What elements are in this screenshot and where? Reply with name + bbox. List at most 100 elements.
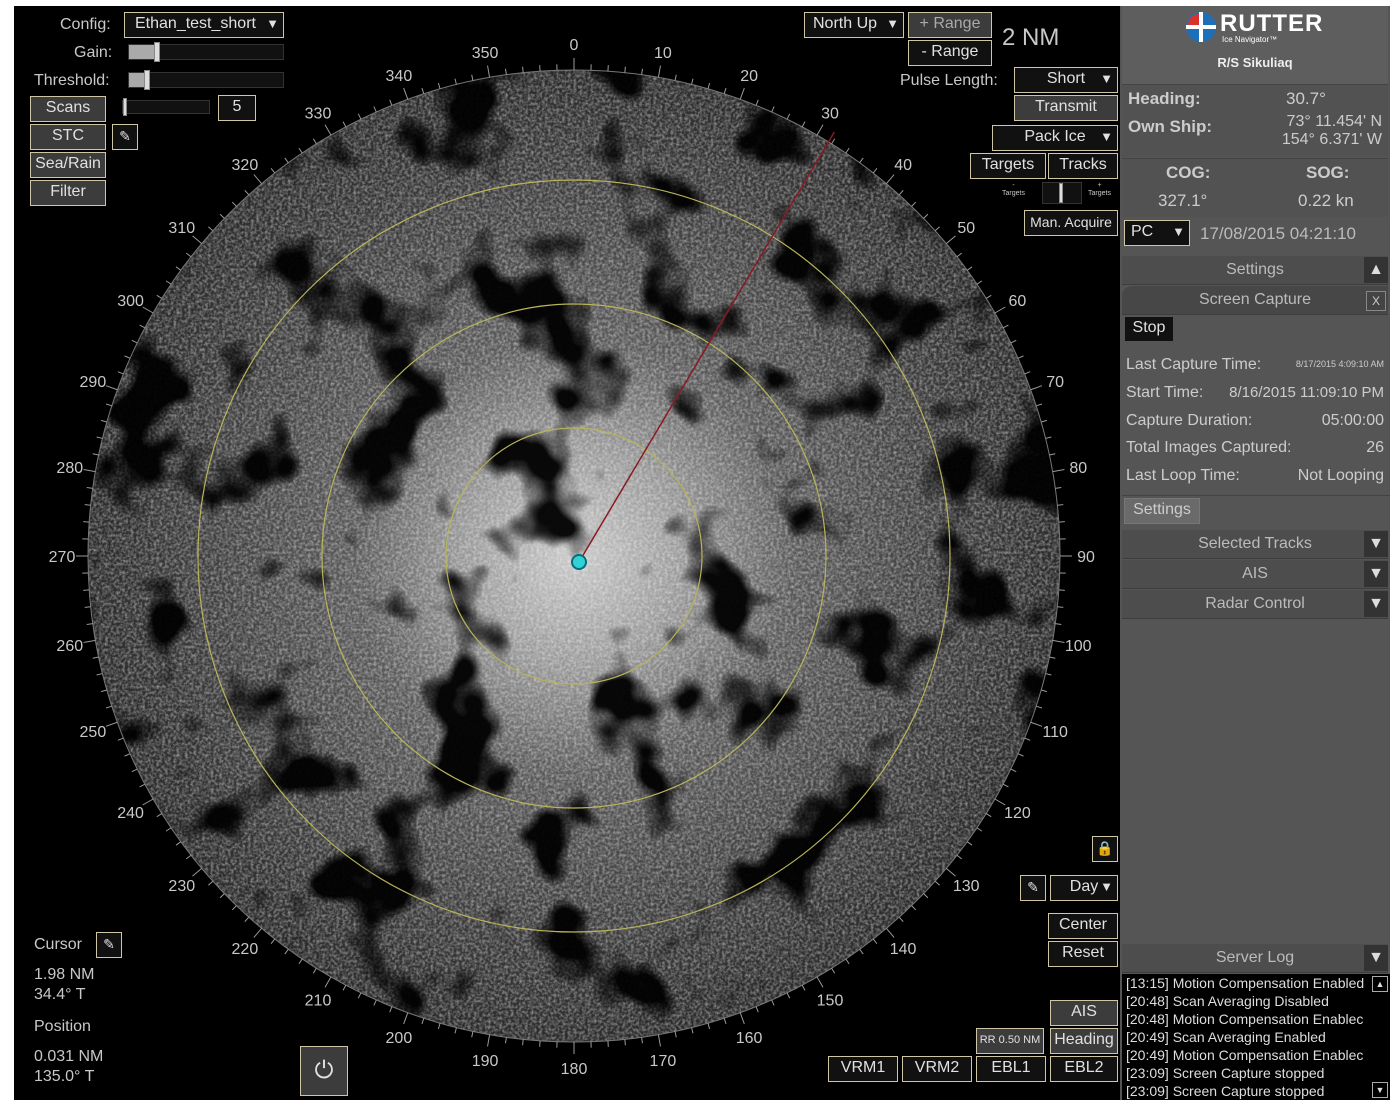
plus-range-button[interactable]: + Range	[908, 12, 992, 38]
bearing-tick	[284, 948, 289, 955]
threshold-slider[interactable]	[128, 70, 284, 90]
bearing-tick	[454, 1027, 457, 1034]
expand-icon[interactable]: ▼	[1364, 531, 1388, 557]
bearing-tick	[105, 403, 112, 407]
bearing-tick	[83, 469, 96, 473]
chevron-down-icon: ▼	[1100, 71, 1113, 86]
scans-knob[interactable]	[123, 98, 127, 116]
bearing-label: 80	[1069, 460, 1087, 477]
server-log-header[interactable]: Server Log	[1122, 944, 1388, 973]
expand-icon[interactable]: ▼	[1364, 561, 1388, 587]
scroll-down-icon[interactable]: ▼	[1372, 1082, 1388, 1098]
center-button[interactable]: Center	[1048, 913, 1118, 939]
server-log[interactable]: [13:15] Motion Compensation Enabled [20:4…	[1122, 974, 1390, 1100]
bearing-tick	[755, 1006, 759, 1013]
bearing-tick	[86, 623, 93, 625]
stc-button[interactable]: STC	[30, 124, 106, 150]
bearing-tick	[816, 124, 824, 136]
reset-button[interactable]: Reset	[1048, 941, 1118, 967]
bearing-tick	[505, 1037, 507, 1044]
bearing-tick	[771, 999, 775, 1006]
scans-button[interactable]: Scans	[30, 96, 106, 122]
close-icon[interactable]: X	[1366, 291, 1386, 311]
range-rings-button[interactable]: RR 0.50 NM	[976, 1028, 1044, 1054]
ais-header[interactable]: AIS	[1122, 560, 1388, 589]
vrm1-button[interactable]: VRM1	[828, 1056, 898, 1082]
collapse-icon[interactable]: ▲	[1364, 257, 1388, 283]
targets-button[interactable]: Targets	[970, 153, 1046, 179]
bearing-tick	[219, 893, 225, 899]
bearing-tick	[270, 938, 276, 945]
bearing-tick	[934, 226, 940, 232]
scroll-up-icon[interactable]: ▲	[1372, 976, 1388, 992]
bearing-tick	[1030, 385, 1043, 391]
ice-mode-dropdown[interactable]: Pack Ice ▼	[992, 125, 1118, 151]
bearing-tick	[985, 294, 992, 299]
last-capture-label: Last Capture Time:	[1126, 356, 1262, 373]
vrm2-button[interactable]: VRM2	[902, 1056, 972, 1082]
bearing-tick	[1055, 487, 1062, 489]
bearing-tick	[859, 157, 864, 164]
transmit-button[interactable]: Transmit	[1014, 95, 1118, 121]
sea-rain-button[interactable]: Sea/Rain	[30, 152, 106, 178]
expand-icon[interactable]: ▼	[1364, 591, 1388, 617]
time-source-dropdown[interactable]: PC ▼	[1124, 220, 1190, 246]
scans-slider[interactable]	[122, 98, 210, 116]
bearing-tick	[1030, 721, 1043, 727]
targets-slider[interactable]	[1042, 182, 1082, 204]
cursor-label: Cursor	[34, 936, 83, 953]
heading-label: Heading:	[1128, 89, 1201, 108]
bearing-tick	[1010, 768, 1017, 773]
bearing-tick	[357, 113, 362, 120]
lock-icon[interactable]: 🔒	[1092, 836, 1118, 862]
log-line: [20:48] Scan Averaging Disabled	[1126, 993, 1329, 1009]
capture-duration-value: 05:00:00	[1321, 412, 1384, 429]
stop-button[interactable]: Stop	[1124, 316, 1174, 342]
bearing-tick	[522, 66, 524, 73]
day-night-dropdown[interactable]: Day ▼	[1050, 875, 1118, 901]
heading-button[interactable]: Heading	[1050, 1028, 1118, 1054]
screen-capture-header[interactable]: Screen Capture	[1122, 286, 1388, 315]
bearing-tick	[373, 999, 377, 1006]
wrench-icon[interactable]: ✎	[112, 124, 138, 150]
ebl1-button[interactable]: EBL1	[976, 1056, 1046, 1082]
settings-button[interactable]: Settings	[1124, 498, 1200, 524]
bearing-tick	[657, 1034, 661, 1047]
radar-display[interactable]: 0 10 20 30 40 50 60 70 80 90 100 110 120 130 140 150 160…	[14, 6, 1120, 1100]
bearing-tick	[231, 905, 237, 911]
man-acquire-button[interactable]: Man. Acquire	[1024, 210, 1118, 236]
pulse-length-label: Pulse Length:	[900, 72, 998, 89]
orientation-dropdown[interactable]: North Up ▼	[804, 12, 904, 38]
filter-button[interactable]: Filter	[30, 180, 106, 206]
bearing-label: 200	[386, 1030, 413, 1047]
bearing-tick	[284, 157, 289, 164]
power-icon[interactable]: ⏻	[300, 1046, 348, 1096]
minus-range-button[interactable]: - Range	[908, 40, 992, 66]
bearing-tick	[1017, 355, 1024, 359]
settings-header[interactable]: Settings	[1122, 256, 1388, 285]
tracks-button[interactable]: Tracks	[1048, 153, 1118, 179]
bearing-tick	[100, 689, 107, 693]
bearing-label: 320	[232, 157, 259, 174]
gain-slider[interactable]	[128, 42, 284, 62]
cursor-range: 1.98 NM	[34, 966, 95, 983]
bearing-tick	[994, 306, 1006, 314]
bearing-tick	[139, 324, 146, 329]
gain-knob[interactable]	[153, 42, 160, 62]
selected-tracks-header[interactable]: Selected Tracks	[1122, 530, 1388, 559]
pulse-length-dropdown[interactable]: Short ▼	[1014, 67, 1118, 93]
wrench-icon[interactable]: ✎	[96, 932, 122, 958]
chevron-down-icon: ▼	[1100, 879, 1113, 894]
expand-icon[interactable]: ▼	[1364, 945, 1388, 971]
bearing-label: 90	[1077, 549, 1095, 566]
ais-button[interactable]: AIS	[1050, 1000, 1118, 1026]
bearing-tick	[801, 121, 806, 128]
wrench-icon[interactable]: ✎	[1020, 875, 1046, 901]
ebl2-button[interactable]: EBL2	[1050, 1056, 1118, 1082]
threshold-knob[interactable]	[144, 70, 151, 90]
targets-knob[interactable]	[1059, 183, 1063, 203]
bearing-tick	[139, 783, 146, 788]
radar-control-header[interactable]: Radar Control	[1122, 590, 1388, 619]
config-dropdown[interactable]: Ethan_test_short ▼	[124, 12, 284, 38]
screen-capture-label: Screen Capture	[1198, 291, 1312, 308]
